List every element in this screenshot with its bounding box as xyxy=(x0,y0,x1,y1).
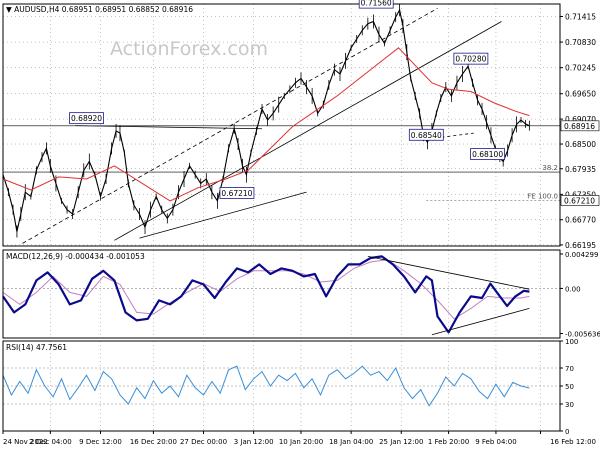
price-annotation-box xyxy=(69,112,104,125)
rsi-y-tick-label: 0 xyxy=(565,428,569,436)
last-price-box xyxy=(560,120,600,132)
price-y-tick-label: 0.67350 xyxy=(565,190,596,199)
ohlc-value: 0.68951 xyxy=(95,5,128,14)
x-tick-label: 24 Nov 2022 xyxy=(3,438,48,446)
title-arrow-icon: ▼ xyxy=(6,5,14,14)
price-y-tick-label: 0.70830 xyxy=(565,38,596,47)
grid-layer xyxy=(3,4,560,431)
price-annotation-label: 0.68920 xyxy=(71,114,102,123)
price-annotation-box xyxy=(470,148,505,160)
x-tick-label: 3 Jan 12:00 xyxy=(234,438,274,446)
x-tick-label: 2 Dec 04:00 xyxy=(29,438,72,446)
level-price-label: 0.67210 xyxy=(564,196,595,205)
fib-label: 38.2 xyxy=(542,164,558,172)
macd-line xyxy=(2,255,530,334)
macd-panel xyxy=(2,255,530,336)
price-y-tick-label: 0.70245 xyxy=(565,64,596,73)
price-y-tick-label: 0.69070 xyxy=(565,115,596,124)
ohlc-value: 0.68852 xyxy=(129,5,162,14)
ema-series-line xyxy=(2,47,530,202)
x-tick-label: 27 Dec 00:00 xyxy=(180,438,227,446)
price-y-tick-label: 0.69650 xyxy=(565,90,596,99)
level-price-box xyxy=(560,195,600,206)
macd-y-tick-label: 0.004299 xyxy=(565,251,598,259)
x-tick-label: 10 Jan 20:00 xyxy=(279,438,323,446)
trend-line xyxy=(75,125,263,130)
ohlc-value: 0.68916 xyxy=(162,5,193,14)
price-annotation-label: 0.71560 xyxy=(361,0,392,8)
x-tick-label: 1 Feb 20:00 xyxy=(428,438,469,446)
price-y-tick-label: 0.66770 xyxy=(565,216,596,225)
rsi-panel xyxy=(2,365,530,407)
price-y-tick-label: 0.66195 xyxy=(565,241,596,250)
x-tick-label: 18 Jan 04:00 xyxy=(329,438,373,446)
price-annotation-box xyxy=(219,187,255,199)
macd-panel-frame xyxy=(2,249,561,339)
price-y-tick-label: 0.68500 xyxy=(565,140,596,149)
x-tick-label: 25 Jan 12:00 xyxy=(379,438,423,446)
price-y-tick-label: 0.67935 xyxy=(565,165,596,174)
macd-y-tick-label: 0.00 xyxy=(565,285,581,293)
rsi-y-tick-label: 50 xyxy=(565,383,574,391)
rsi-label: RSI(14) 47.7561 xyxy=(6,343,67,352)
rsi-y-tick-label: 30 xyxy=(565,401,574,409)
rsi-y-tick-label: 100 xyxy=(565,338,578,346)
price-annotation-box xyxy=(408,128,444,141)
x-tick-label: 9 Feb 04:00 xyxy=(475,438,516,446)
last-price-label: 0.68916 xyxy=(564,122,595,131)
trend-line xyxy=(22,8,438,244)
price-y-tick-label: 0.71415 xyxy=(565,12,596,21)
price-annotation-label: 0.68540 xyxy=(411,131,442,140)
macd-label: MACD(12,26,9) -0.000434 -0.001053 xyxy=(6,252,145,261)
price-annotation-label: 0.70280 xyxy=(455,55,486,64)
fib-label: FE 100.0 xyxy=(527,192,558,200)
label-layer: 0.71560 0.70280 0.68920 0.68540 0.68100 0.672… xyxy=(6,0,505,352)
price-annotation-box xyxy=(453,52,489,65)
trend-line xyxy=(139,191,307,239)
price-annotation-label: 0.68100 xyxy=(472,150,503,159)
macd-trend-line xyxy=(431,308,530,336)
trend-line xyxy=(114,21,502,241)
ohlc-value: 0.68951 xyxy=(62,5,95,14)
rsi-y-tick-label: 70 xyxy=(565,365,574,373)
price-panel: ActionForex.com 38.2 FE 100.0 xyxy=(2,4,560,244)
x-tick-label: 16 Dec 20:00 xyxy=(130,438,177,446)
axis-layer: 0.71415 0.70830 0.70245 0.69650 0.69070 0.685… xyxy=(2,3,600,446)
price-panel-frame xyxy=(2,3,561,247)
rsi-line xyxy=(2,365,530,407)
price-annotation-label: 0.67210 xyxy=(221,189,252,198)
chart-title: ▼ AUDUSD,H4 0.68951 0.68951 0.68852 0.68… xyxy=(6,5,193,14)
macd-y-tick-label: -0.005636 xyxy=(565,330,600,338)
watermark: ActionForex.com xyxy=(110,38,268,60)
chart-title-text: AUDUSD,H4 xyxy=(14,5,62,14)
x-tick-label: 9 Dec 12:00 xyxy=(79,438,122,446)
macd-signal-line xyxy=(2,259,530,320)
macd-trend-line xyxy=(367,256,530,290)
x-tick-label: 16 Feb 12:00 xyxy=(550,438,596,446)
price-annotation-box xyxy=(358,0,394,9)
